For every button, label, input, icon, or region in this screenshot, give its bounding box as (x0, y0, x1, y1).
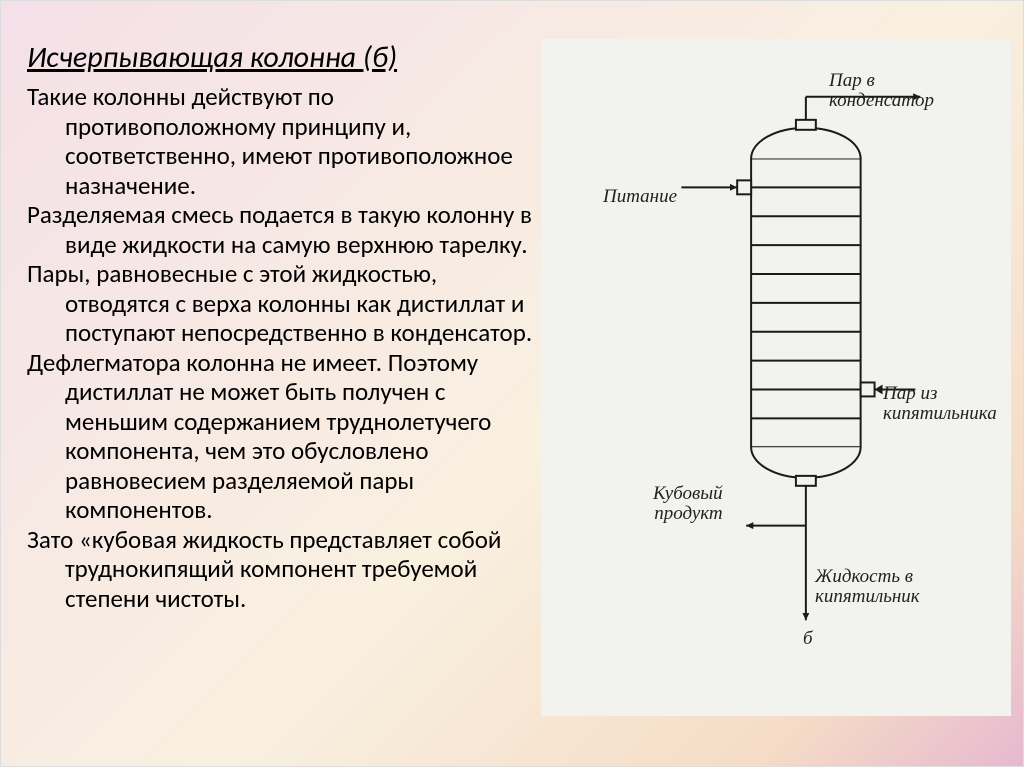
paragraph-5: Зато «кубовая жидкость представляет собо… (27, 525, 537, 614)
label-feed: Питание (603, 187, 677, 207)
label-vapor-from-reboiler: Пар из кипятильника (883, 384, 997, 424)
title-suffix: (б) (363, 39, 397, 76)
paragraph-4: Дефлегматора колонна не имеет. Поэтому д… (27, 348, 537, 525)
label-figure-b: б (803, 629, 813, 649)
page-title: Исчерпывающая колонна (б) (27, 39, 537, 76)
diagram-panel: Пар в конденсатор Питание Пар из кипятил… (541, 39, 1011, 716)
paragraph-2: Разделяемая смесь подается в такую колон… (27, 200, 537, 259)
text-column: Исчерпывающая колонна (б) Такие колонны … (1, 1, 541, 766)
label-bottom-product: Кубовый продукт (653, 484, 723, 524)
title-main: Исчерпывающая колонна (27, 39, 363, 76)
paragraph-3: Пары, равновесные с этой жидкостью, отво… (27, 259, 537, 348)
paragraph-1: Такие колонны действуют по противоположн… (27, 82, 537, 200)
label-liquid-to-reboiler: Жидкость в кипятильник (815, 567, 920, 607)
column-diagram-svg (541, 39, 1011, 716)
label-vapor-to-condenser: Пар в конденсатор (829, 71, 934, 111)
